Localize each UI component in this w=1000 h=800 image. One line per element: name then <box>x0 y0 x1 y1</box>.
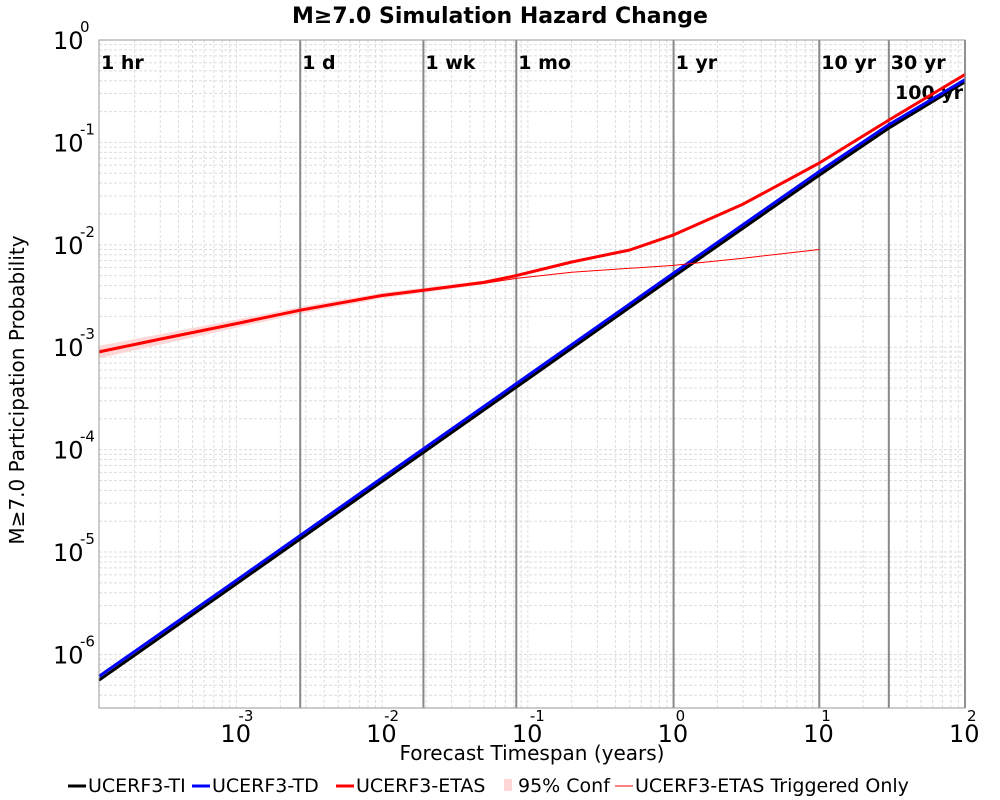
x-tick-base: 10 <box>512 720 543 748</box>
x-tick-base: 10 <box>220 720 251 748</box>
marker-label: 10 yr <box>821 52 876 74</box>
legend-label: UCERF3-ETAS <box>356 775 485 797</box>
series-ucerf3-td <box>98 78 966 678</box>
grid <box>99 39 966 709</box>
legend-swatch <box>504 779 512 791</box>
x-tick-base: 10 <box>658 720 689 748</box>
series-lines <box>98 73 966 682</box>
y-tick-exponent: -1 <box>80 120 95 138</box>
y-tick-base: 10 <box>53 129 84 157</box>
marker-label: 1 wk <box>425 52 475 74</box>
series-ucerf3-etas <box>98 73 966 354</box>
x-tick-exponent: -2 <box>384 707 399 725</box>
y-tick-base: 10 <box>53 27 84 55</box>
marker-label: 100 yr <box>895 82 964 104</box>
y-tick-exponent: -2 <box>80 223 95 241</box>
y-tick-exponent: -5 <box>80 530 95 548</box>
marker-label: 30 yr <box>891 52 946 74</box>
legend-label: UCERF3-TI <box>88 775 186 797</box>
y-tick-exponent: -6 <box>80 632 95 650</box>
x-tick-exponent: -1 <box>530 707 545 725</box>
legend-label: 95% Conf <box>518 775 611 797</box>
y-tick-base: 10 <box>53 539 84 567</box>
plot-frame <box>98 39 966 709</box>
legend: UCERF3-TI UCERF3-TD UCERF3-ETAS 95% Conf UCE… <box>68 775 909 797</box>
legend-label: UCERF3-ETAS Triggered Only <box>635 775 909 797</box>
x-tick-base: 10 <box>949 720 980 748</box>
x-tick-base: 10 <box>803 720 834 748</box>
y-tick-exponent: -3 <box>80 325 95 343</box>
x-tick-exponent: 2 <box>967 707 977 725</box>
conf-band-area <box>99 74 965 359</box>
x-tick-base: 10 <box>366 720 397 748</box>
series-ucerf3-etas-triggered-only <box>98 249 820 353</box>
marker-label: 1 yr <box>676 52 718 74</box>
y-tick-exponent: 0 <box>80 18 90 36</box>
x-tick-exponent: -3 <box>238 707 253 725</box>
confidence-band <box>99 74 965 359</box>
y-tick-base: 10 <box>53 232 84 260</box>
y-tick-base: 10 <box>53 437 84 465</box>
marker-label: 1 d <box>302 52 335 74</box>
x-tick-exponent: 0 <box>676 707 686 725</box>
y-axis-label: M≥7.0 Participation Probability <box>5 235 29 544</box>
chart-title: M≥7.0 Simulation Hazard Change <box>292 4 708 29</box>
y-tick-base: 10 <box>53 334 84 362</box>
series-ucerf3-ti <box>98 80 966 682</box>
marker-label: 1 mo <box>518 52 571 74</box>
y-tick-base: 10 <box>53 641 84 669</box>
marker-label: 1 hr <box>101 52 144 74</box>
x-tick-exponent: 1 <box>821 707 831 725</box>
x-axis-label: Forecast Timespan (years) <box>400 741 665 765</box>
legend-label: UCERF3-TD <box>212 775 319 797</box>
y-tick-exponent: -4 <box>80 428 95 446</box>
